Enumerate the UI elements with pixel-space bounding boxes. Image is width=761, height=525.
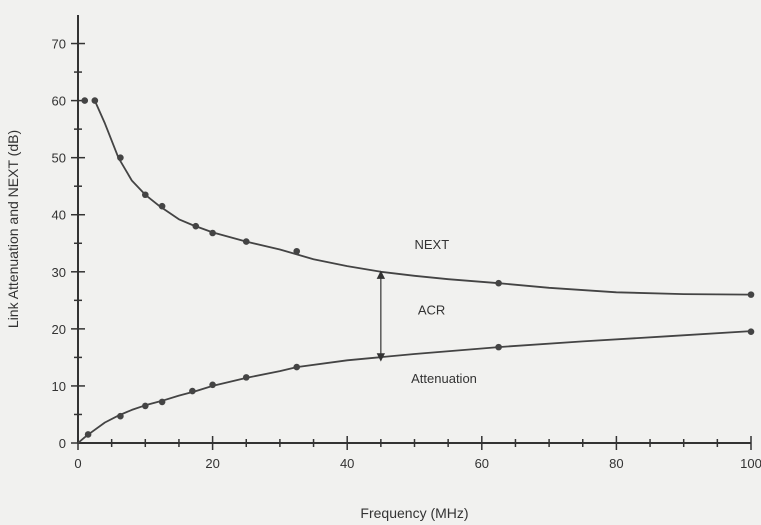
next-data-point <box>81 97 89 104</box>
attenuation-curve-label: Attenuation <box>411 371 477 386</box>
attenuation-data-point <box>495 343 502 351</box>
annotations: NEXT ACR Attenuation <box>376 237 477 386</box>
next-data-point <box>209 229 216 237</box>
y-tick-label: 0 <box>59 436 66 451</box>
y-tick-label: 30 <box>52 265 66 280</box>
axes: 0 20 40 60 80 100 0 10 20 30 40 50 60 70 <box>52 15 761 471</box>
next-data-point <box>91 97 99 104</box>
x-tick-label: 80 <box>609 456 623 471</box>
attenuation-data-point <box>209 381 216 389</box>
x-tick-label: 40 <box>340 456 354 471</box>
attenuation-data-point <box>747 328 755 336</box>
attenuation-curve <box>77 330 752 444</box>
next-curve-label: NEXT <box>415 237 450 252</box>
x-tick-label: 60 <box>475 456 489 471</box>
y-tick-label: 50 <box>52 151 66 166</box>
y-axis-title: Link Attenuation and NEXT (dB) <box>5 130 21 328</box>
x-tick-label: 0 <box>74 456 81 471</box>
attenuation-data-point <box>84 431 92 438</box>
y-tick-label: 10 <box>52 379 66 394</box>
x-tick-label: 20 <box>205 456 219 471</box>
y-tick-label: 60 <box>52 94 66 109</box>
series-layer <box>77 97 755 444</box>
y-tick-label: 70 <box>52 37 66 52</box>
attenuation-data-point <box>158 398 166 406</box>
next-data-point <box>495 279 502 287</box>
attenuation-data-point <box>117 412 124 420</box>
y-tick-label: 20 <box>52 322 66 337</box>
next-data-point <box>158 202 166 210</box>
next-data-point <box>192 222 200 230</box>
next-curve <box>93 100 752 296</box>
next-data-point <box>293 247 301 255</box>
acr-label: ACR <box>418 303 445 318</box>
next-data-point <box>747 291 755 298</box>
attenuation-data-point <box>293 363 301 371</box>
attenuation-data-point <box>142 402 149 410</box>
x-tick-label: 100 <box>740 456 761 471</box>
next-data-point <box>242 238 250 245</box>
attenuation-data-point <box>242 374 250 381</box>
x-axis-title: Frequency (MHz) <box>360 505 468 521</box>
next-data-point <box>142 191 149 199</box>
attenuation-data-point <box>189 387 196 395</box>
y-tick-label: 40 <box>52 208 66 223</box>
next-data-point <box>117 154 124 161</box>
